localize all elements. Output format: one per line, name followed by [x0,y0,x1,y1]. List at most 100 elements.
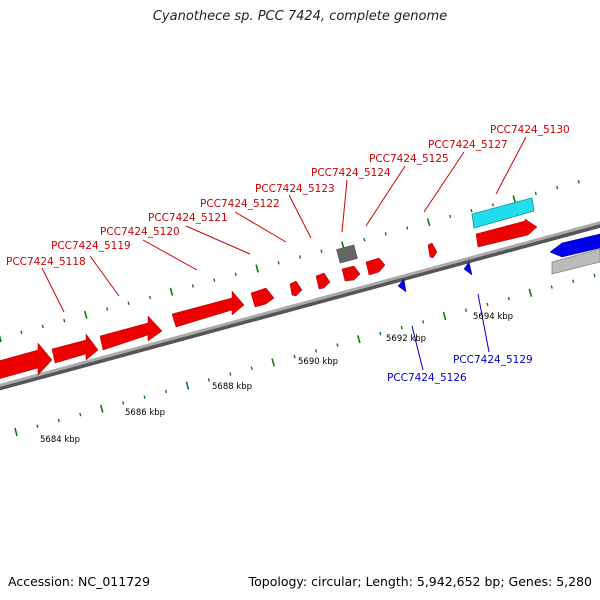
label-5126[interactable]: PCC7424_5126 [387,372,467,384]
minor-tick [122,401,125,405]
minor-tick [336,343,339,347]
minor-tick [534,191,537,196]
minor-tick [63,318,66,323]
minor-tick [207,378,210,382]
gene-5130-arrow[interactable] [475,218,538,248]
major-tick [0,334,2,343]
label-5122[interactable]: PCC7424_5122 [200,198,280,210]
major-tick [528,288,533,297]
label-5124[interactable]: PCC7424_5124 [311,167,391,179]
major-tick [512,195,517,204]
major-tick [169,287,174,296]
gene-5121-arrow[interactable] [171,290,245,328]
kbp-label-5684: 5684 kbp [40,435,80,445]
gray-gene-block[interactable] [551,248,600,275]
label-5120[interactable]: PCC7424_5120 [100,226,180,238]
label-5127[interactable]: PCC7424_5127 [428,139,508,151]
minor-tick [363,237,366,242]
gene-5122-arrow[interactable] [250,287,275,308]
minor-tick [79,412,82,417]
minor-tick [572,279,575,283]
gene-5126-arrow[interactable] [397,278,407,293]
gene-5124-arrow[interactable] [315,272,331,290]
minor-tick [593,273,596,278]
label-5125[interactable]: PCC7424_5125 [369,153,449,165]
major-tick [442,311,447,321]
minor-tick [164,389,168,394]
minor-tick [298,255,302,259]
minor-tick [449,214,452,219]
major-tick [271,358,275,367]
minor-tick [550,285,553,289]
minor-tick [250,366,253,370]
major-tick [14,427,18,437]
reverse-gene-labels: PCC7424_5126 PCC7424_5129 [387,354,533,384]
gene-5129-arrow[interactable] [463,261,473,276]
major-tick [255,264,259,273]
minor-tick [470,208,473,213]
gene-5119-arrow[interactable] [51,333,99,364]
rna-gene-5130[interactable] [471,197,535,229]
forward-gene-labels: PCC7424_5118 PCC7424_5119 PCC7424_5120 P… [6,124,570,268]
minor-tick [277,261,280,265]
minor-tick [36,424,39,428]
minor-tick [384,232,387,236]
minor-tick [143,395,146,399]
major-tick [426,218,431,227]
minor-tick [422,320,425,324]
gene-5118-arrow[interactable] [0,342,53,380]
reverse-leader-lines [411,293,490,371]
minor-tick [406,226,409,230]
minor-tick [577,180,580,184]
minor-tick [57,418,60,423]
kbp-label-5688: 5688 kbp [212,382,252,392]
minor-tick [148,295,152,300]
gene-5124b-arrow[interactable] [341,265,361,282]
minor-tick [486,302,489,307]
kbp-label-5686: 5686 kbp [125,408,165,418]
gene-5125-arrow[interactable] [365,257,386,276]
gene-5120-arrow[interactable] [99,315,163,351]
label-5123[interactable]: PCC7424_5123 [255,183,335,195]
accession-text: Accession: NC_011729 [8,574,151,589]
genome-backbone [0,221,600,391]
major-tick [83,310,88,319]
minor-tick [320,249,323,253]
minor-tick [20,330,23,334]
minor-tick [379,331,382,336]
major-tick [357,335,361,344]
minor-tick [464,308,468,312]
pseudogene-5124-box[interactable] [336,244,358,264]
minor-tick [556,185,559,190]
reverse-genes [397,233,600,293]
minor-tick [41,324,44,329]
label-5130[interactable]: PCC7424_5130 [490,124,570,136]
label-5119[interactable]: PCC7424_5119 [51,240,131,252]
label-5121[interactable]: PCC7424_5121 [148,212,228,224]
minor-tick [229,372,232,376]
kbp-label-5692: 5692 kbp [386,334,426,344]
kbp-scale-labels: 5684 kbp 5686 kbp 5688 kbp 5690 kbp 5692… [40,312,513,445]
kbp-label-5690: 5690 kbp [298,357,338,367]
gene-5123-arrow[interactable] [289,280,303,297]
gene-5127-arrow[interactable] [427,242,438,259]
map-title: Cyanothece sp. PCC 7424, complete genome [152,9,448,24]
gene-5131-arrow[interactable] [549,233,600,258]
major-tick [99,404,104,413]
minor-tick [213,278,216,282]
kbp-label-5694: 5694 kbp [473,312,513,322]
minor-tick [293,354,296,359]
minor-tick [314,349,318,353]
minor-tick [106,307,109,311]
major-tick [185,381,190,390]
upper-tick-row [0,180,580,343]
label-5129[interactable]: PCC7424_5129 [453,354,533,366]
genome-summary-text: Topology: circular; Length: 5,942,652 bp… [248,574,592,589]
forward-genes [0,218,538,380]
minor-tick [127,301,130,305]
lower-tick-row [14,273,596,437]
minor-tick [400,325,403,330]
minor-tick [191,284,194,288]
label-5118[interactable]: PCC7424_5118 [6,256,86,268]
